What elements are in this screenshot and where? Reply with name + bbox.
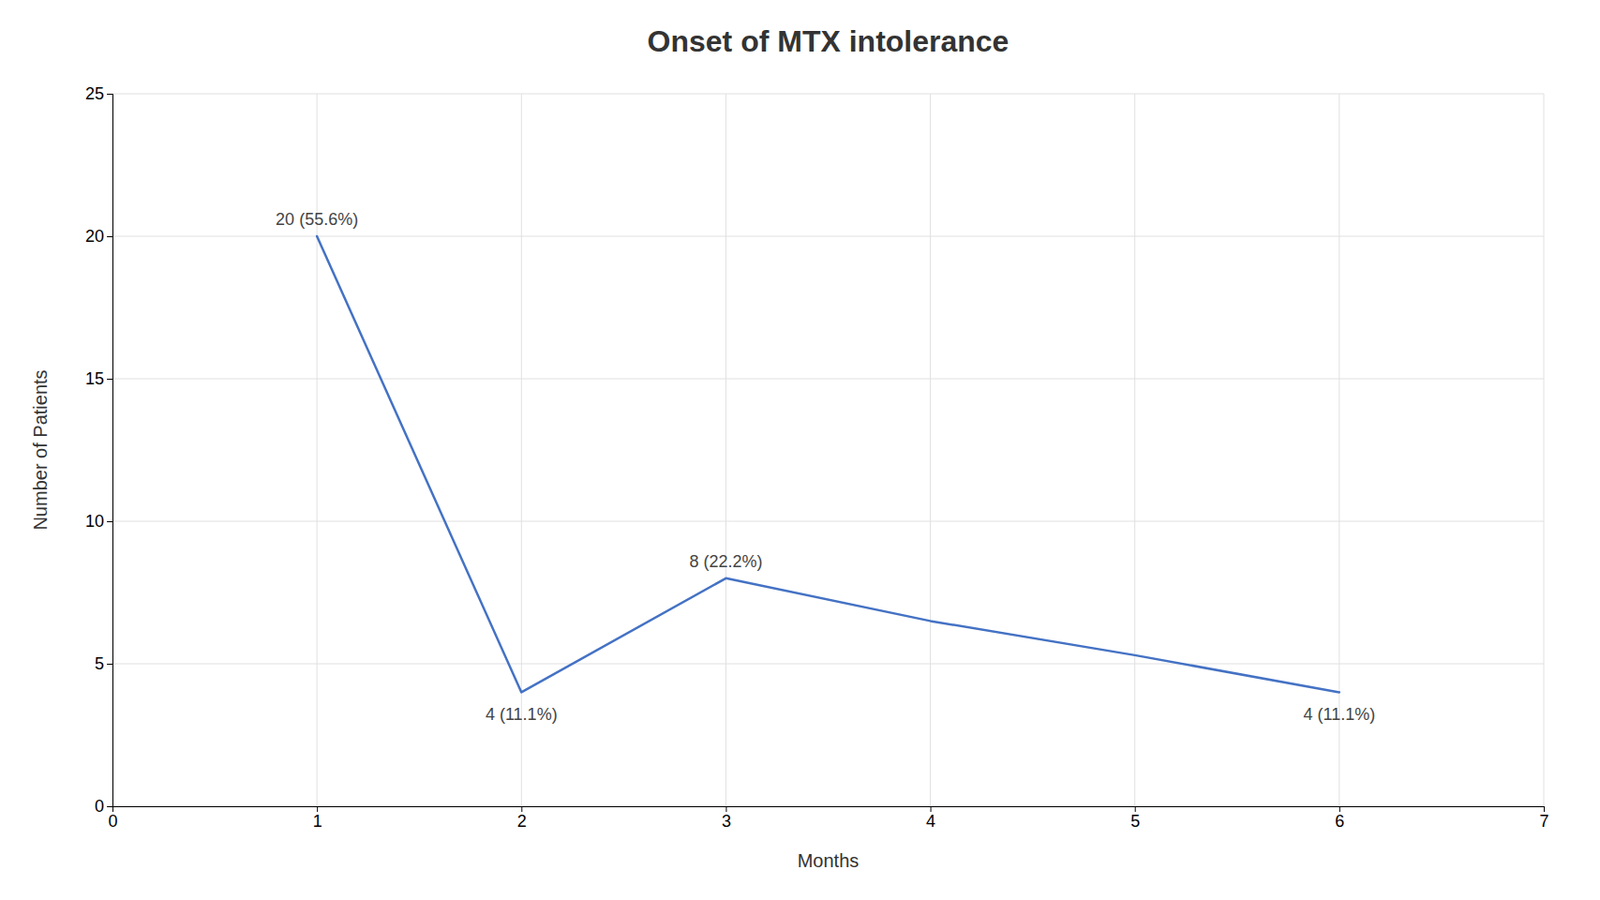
tick: 6 [1334,806,1345,831]
grid-line-y [112,378,1544,380]
chart: 0 1 2 3 4 5 6 7 0 5 10 15 20 25 20 (55.6%) 4 (11.1%) 8 (… [0,0,1600,900]
tick: 2 [517,806,527,831]
annotation: 4 (11.1%) [1303,704,1376,724]
tick-mark [106,93,113,95]
tick-mark [106,236,113,238]
plot: 0 1 2 3 4 5 6 7 0 5 10 15 20 25 20 (55.6%) 4 (11.1%) 8 (… [85,84,1550,831]
grid-line-x [316,93,318,807]
tick-label: 5 [1130,811,1140,831]
annotation: 8 (22.2%) [688,552,763,571]
tick-label: 6 [1334,811,1345,831]
title: Onset of MTX intolerance [647,24,1010,59]
line [316,236,1340,692]
tick-label: 15 [85,369,105,389]
grid-line-x [1134,93,1136,807]
x-axis-title: Months [797,850,860,871]
tick: 20 [85,226,113,246]
grid-line-x [725,93,727,807]
tick: 15 [85,369,113,389]
grid-line-x [1543,93,1545,807]
grid-line-y [112,93,1544,95]
y-axis-title: Number of Patients [29,369,51,530]
tick: 5 [94,654,113,673]
tick-label: 1 [313,811,323,831]
tick-mark [106,521,113,523]
grid-line-x [1338,93,1340,807]
tick: 1 [313,806,323,831]
tick-label: 0 [94,796,105,816]
grid-line-x [521,93,523,807]
x-axis: 0 1 2 3 4 5 6 7 [107,806,1549,831]
annotation: 20 (55.6%) [275,209,359,229]
grid-line-y [112,521,1544,523]
tick: 0 [107,806,118,831]
y-axis: 0 5 10 15 20 25 [85,84,114,816]
tick-label: 25 [85,84,105,104]
marks [316,236,1340,692]
grid-line-y [112,663,1544,665]
grid-line-x [929,93,931,807]
tick-label: 0 [107,811,118,831]
tick-label: 2 [517,811,527,831]
tick-mark [106,378,113,380]
annotation: 4 (11.1%) [485,704,558,724]
tick-label: 20 [85,226,105,246]
tick: 25 [85,84,113,104]
tick: 3 [721,806,732,831]
tick: 4 [926,806,936,831]
tick-label: 5 [94,654,105,673]
tick-mark [106,663,113,665]
axis-line [106,94,114,808]
tick: 0 [94,796,113,816]
tick-label: 3 [721,811,732,831]
tick-label: 10 [85,511,105,531]
tick-mark [106,806,113,808]
grid-line-y [112,236,1544,238]
grid [112,93,1544,807]
annotations: 20 (55.6%) 4 (11.1%) 8 (22.2%) 4 (11.1%) [275,209,1376,724]
tick-label: 7 [1539,811,1549,831]
tick-label: 4 [926,811,936,831]
axis-line [113,807,1545,813]
tick: 7 [1539,806,1549,831]
tick: 5 [1130,806,1140,831]
tick: 10 [85,511,113,531]
